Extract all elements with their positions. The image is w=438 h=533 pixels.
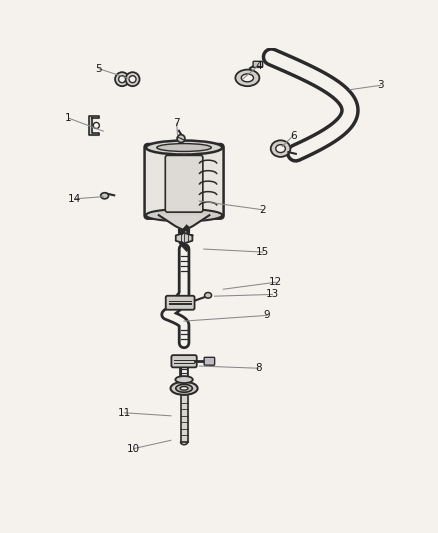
Text: 5: 5 [95,64,102,74]
Ellipse shape [119,76,126,83]
Ellipse shape [177,135,185,142]
Text: 1: 1 [65,113,72,123]
FancyBboxPatch shape [166,296,194,310]
Text: 14: 14 [68,194,81,204]
FancyBboxPatch shape [145,144,223,219]
Ellipse shape [241,74,254,82]
Ellipse shape [170,382,198,395]
Ellipse shape [276,144,286,152]
Ellipse shape [115,72,129,86]
Text: 13: 13 [265,289,279,300]
Text: 3: 3 [377,80,384,90]
Polygon shape [180,396,187,442]
Ellipse shape [271,140,290,157]
Ellipse shape [157,143,212,151]
Text: 9: 9 [264,310,270,320]
Text: 15: 15 [256,247,269,257]
Ellipse shape [146,141,222,155]
Polygon shape [159,215,209,230]
Text: 12: 12 [269,277,283,287]
Ellipse shape [126,72,140,86]
FancyBboxPatch shape [253,61,263,67]
Polygon shape [89,116,99,135]
Ellipse shape [129,76,136,83]
Text: 10: 10 [127,443,141,454]
Text: 8: 8 [255,363,261,373]
FancyBboxPatch shape [165,156,203,212]
Text: 6: 6 [290,131,297,141]
Text: 7: 7 [173,118,180,128]
Text: 4: 4 [255,61,261,71]
Ellipse shape [180,386,188,390]
Ellipse shape [235,70,259,86]
FancyBboxPatch shape [204,357,215,365]
Ellipse shape [146,209,222,221]
Circle shape [93,123,99,128]
Text: 2: 2 [259,205,266,215]
Ellipse shape [205,293,212,298]
Ellipse shape [176,384,192,392]
Ellipse shape [175,376,193,383]
Ellipse shape [101,193,109,199]
FancyBboxPatch shape [171,355,197,367]
Text: 11: 11 [118,408,131,418]
Polygon shape [176,233,192,244]
